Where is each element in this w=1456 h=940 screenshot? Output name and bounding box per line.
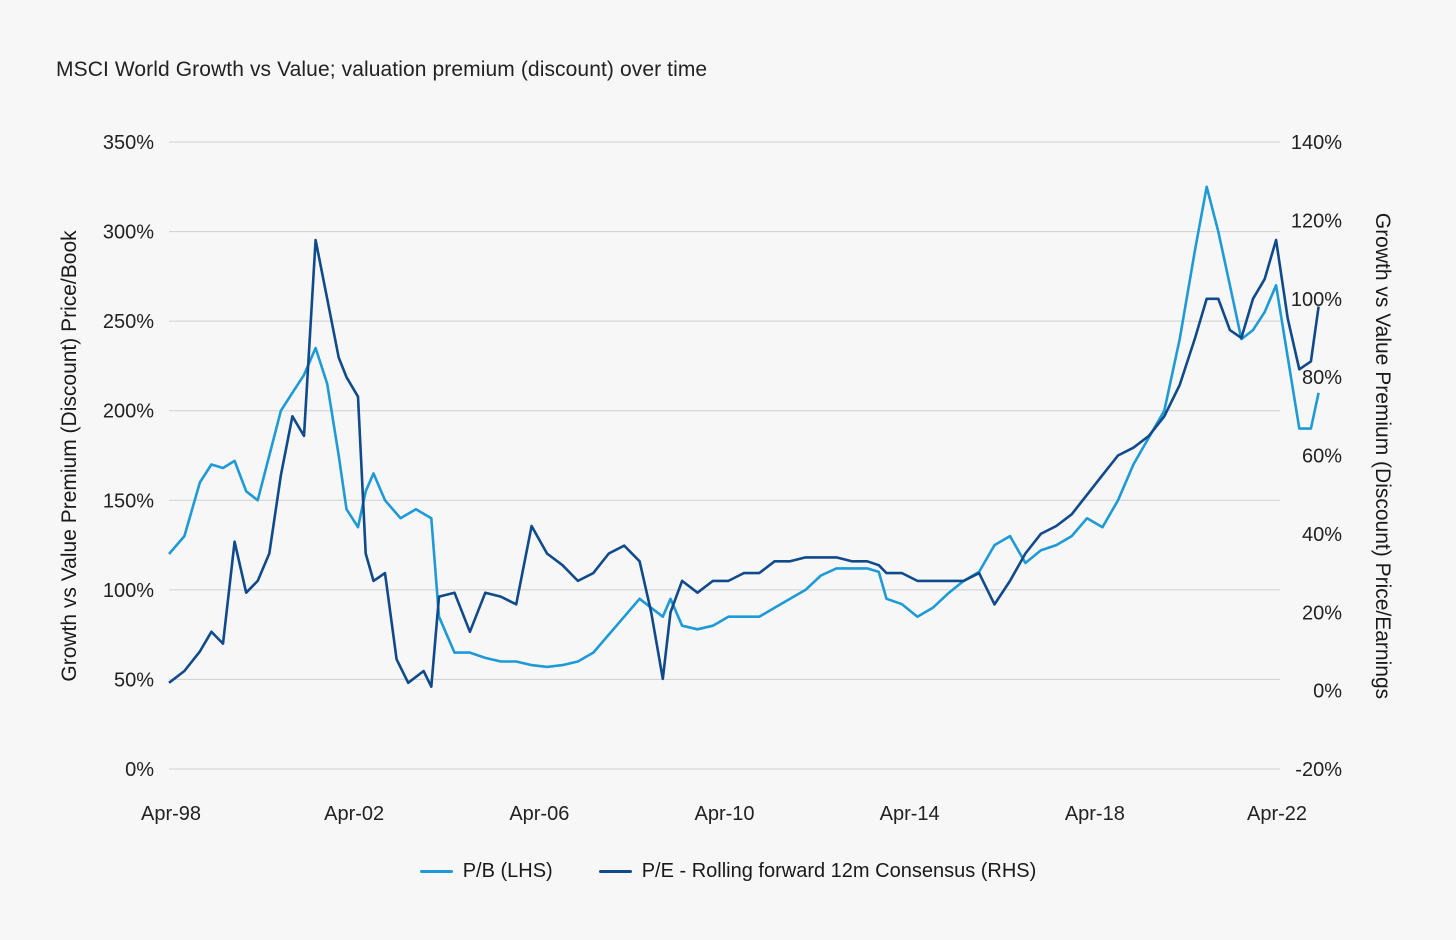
legend-label-pb: P/B (LHS) — [462, 860, 553, 882]
x-tick-label: Apr-22 — [1247, 803, 1307, 825]
left-axis-title: Growth vs Value Premium (Discount) Price… — [58, 230, 81, 682]
legend-label-pe: P/E - Rolling forward 12m Consensus (RHS… — [641, 860, 1037, 882]
left-tick-label: 150% — [103, 490, 154, 512]
legend-item-pb[interactable]: P/B (LHS) — [419, 860, 553, 883]
pb-series-line — [168, 185, 1320, 669]
right-tick-label: 100% — [1291, 289, 1342, 311]
right-tick-label: 80% — [1302, 367, 1342, 389]
x-tick-label: Apr-06 — [509, 803, 569, 825]
left-tick-label: 250% — [103, 311, 154, 333]
gridlines — [169, 141, 1280, 770]
x-tick-label: Apr-98 — [141, 803, 201, 825]
x-tick-label: Apr-18 — [1065, 803, 1125, 825]
x-tick-label: Apr-14 — [880, 803, 940, 825]
right-tick-label: 20% — [1302, 602, 1342, 624]
left-tick-label: 100% — [103, 580, 154, 602]
left-tick-label: 50% — [114, 669, 154, 691]
right-tick-label: 0% — [1313, 681, 1342, 703]
left-tick-label: 350% — [103, 132, 154, 154]
x-tick-label: Apr-02 — [324, 803, 384, 825]
left-axis-ticks: 0% 50% 100% 150% 200% 250% 300% 350% — [103, 132, 154, 781]
right-tick-label: 40% — [1302, 524, 1342, 546]
right-tick-label: 140% — [1291, 132, 1342, 154]
left-tick-label: 0% — [125, 759, 154, 781]
right-tick-label: 60% — [1302, 446, 1342, 468]
legend-item-pe[interactable]: P/E - Rolling forward 12m Consensus (RHS… — [598, 860, 1037, 883]
x-axis-ticks: Apr-98 Apr-02 Apr-06 Apr-10 Apr-14 Apr-18 Apr-… — [141, 803, 1307, 825]
legend-swatch-pb — [419, 870, 453, 873]
x-tick-label: Apr-10 — [694, 803, 754, 825]
legend: P/B (LHS) P/E - Rolling forward 12m Cons… — [0, 860, 1456, 883]
chart-title: MSCI World Growth vs Value; valuation pr… — [56, 58, 708, 81]
right-tick-label: -20% — [1295, 759, 1342, 781]
right-axis-ticks: -20% 0% 20% 40% 60% 80% 100% 120% 140% — [1291, 132, 1342, 781]
pe-series-line — [168, 238, 1320, 689]
series-lines — [168, 185, 1320, 689]
right-tick-label: 120% — [1291, 210, 1342, 232]
right-axis-title: Growth vs Value Premium (Discount) Price… — [1371, 213, 1394, 699]
left-tick-label: 300% — [103, 222, 154, 244]
legend-swatch-pe — [598, 870, 632, 873]
left-tick-label: 200% — [103, 401, 154, 423]
